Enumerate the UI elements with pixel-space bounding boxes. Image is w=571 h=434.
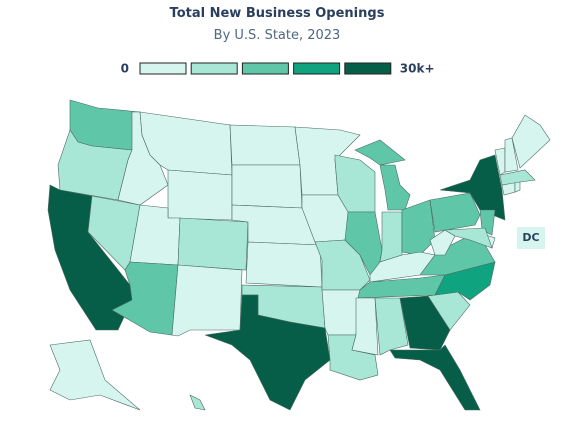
state <box>369 251 436 283</box>
state <box>429 192 481 233</box>
state <box>229 124 301 166</box>
chart-subtitle: By U.S. State, 2023 <box>214 28 341 43</box>
state <box>49 339 141 411</box>
state <box>399 295 451 351</box>
state <box>429 229 456 256</box>
legend-swatch <box>293 62 341 75</box>
state <box>171 264 243 337</box>
state <box>189 394 206 411</box>
state <box>231 164 303 209</box>
state <box>177 217 249 271</box>
legend: 0 30k+ <box>121 62 435 76</box>
legend-label: 0 <box>121 62 129 76</box>
legend-swatch <box>241 62 289 75</box>
state <box>443 227 493 249</box>
state <box>245 241 323 288</box>
state-label: DC <box>522 231 539 244</box>
state <box>167 169 233 221</box>
state <box>204 294 331 411</box>
state <box>354 139 411 211</box>
legend-label: 30k+ <box>400 62 435 76</box>
state <box>401 199 436 256</box>
state-box <box>517 227 545 249</box>
state <box>321 289 361 336</box>
state <box>504 137 519 173</box>
legend-swatch <box>190 62 238 75</box>
state <box>389 344 481 411</box>
chart-title: Total New Business Openings <box>170 6 385 21</box>
state <box>379 211 403 263</box>
map: DC <box>47 99 551 411</box>
state <box>351 297 379 356</box>
state <box>499 169 536 186</box>
legend-swatch <box>344 62 392 75</box>
state <box>511 114 551 169</box>
state <box>514 181 521 193</box>
state <box>374 297 409 356</box>
state <box>439 154 506 221</box>
legend-swatch <box>139 62 187 75</box>
